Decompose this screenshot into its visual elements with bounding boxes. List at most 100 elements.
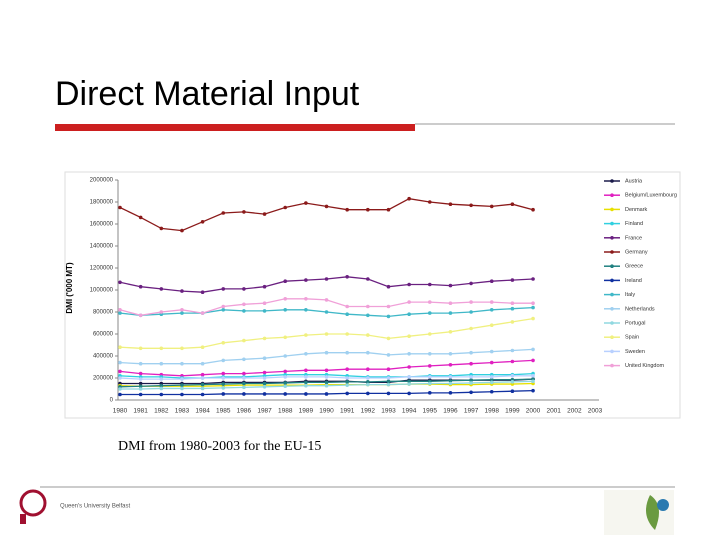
legend-marker — [610, 292, 614, 297]
data-point — [407, 382, 411, 386]
data-point — [469, 350, 473, 355]
data-point — [304, 383, 308, 388]
data-point — [200, 372, 205, 377]
data-point — [159, 383, 164, 388]
data-point — [448, 378, 453, 383]
data-point — [200, 345, 205, 350]
data-point — [283, 381, 288, 385]
data-point — [345, 275, 349, 279]
data-point — [510, 389, 515, 394]
data-point — [304, 392, 308, 396]
data-point — [283, 205, 288, 210]
y-tick-label: 1800000 — [90, 200, 114, 206]
legend-label: France — [625, 235, 642, 241]
data-point — [489, 349, 494, 354]
legend-marker — [610, 250, 614, 254]
legend-label: Portugal — [625, 320, 646, 326]
data-point — [200, 311, 205, 315]
data-point — [366, 367, 370, 372]
data-point — [345, 350, 349, 355]
legend-marker — [610, 349, 614, 354]
data-point — [427, 381, 432, 386]
data-point — [118, 311, 122, 315]
data-point — [531, 388, 535, 393]
data-point — [407, 196, 411, 201]
x-tick-label: 1987 — [257, 408, 272, 415]
data-point — [262, 376, 267, 380]
data-point — [407, 365, 411, 369]
data-point — [118, 376, 122, 380]
data-point — [200, 386, 205, 391]
data-point — [366, 391, 370, 396]
x-tick-label: 1997 — [464, 408, 479, 415]
y-tick-label: 400000 — [93, 354, 114, 360]
legend-marker — [610, 193, 614, 197]
data-point — [407, 300, 411, 304]
data-point — [531, 277, 535, 281]
data-point — [138, 371, 143, 376]
data-point — [242, 371, 246, 376]
legend-label: Spain — [625, 335, 639, 341]
data-point — [366, 350, 370, 355]
y-tick-label: 200000 — [93, 376, 114, 382]
data-point — [345, 332, 349, 336]
slide-title: Direct Material Input — [55, 75, 360, 113]
legend-marker — [610, 221, 614, 226]
data-point — [489, 375, 494, 379]
data-point — [200, 361, 205, 366]
x-tick-label: 1991 — [340, 408, 355, 415]
data-point — [159, 392, 164, 397]
data-point — [262, 356, 267, 361]
data-point — [304, 380, 308, 385]
data-point — [159, 361, 164, 366]
data-point — [324, 392, 329, 396]
data-point — [448, 301, 453, 306]
data-point — [407, 282, 411, 287]
data-point — [489, 279, 494, 284]
data-point — [531, 347, 535, 352]
y-tick-label: 600000 — [93, 332, 114, 338]
x-tick-label: 2002 — [567, 408, 582, 415]
data-point — [366, 313, 370, 318]
data-point — [242, 357, 246, 362]
data-point — [345, 367, 349, 372]
data-point — [242, 338, 246, 343]
data-point — [386, 379, 391, 384]
data-point — [386, 284, 391, 289]
data-point — [448, 363, 453, 367]
data-point — [510, 301, 515, 306]
data-point — [304, 368, 308, 373]
data-point — [324, 298, 329, 302]
data-point — [118, 360, 122, 365]
data-point — [242, 309, 246, 313]
x-tick-label: 1989 — [299, 408, 314, 415]
x-tick-label: 1982 — [154, 408, 169, 415]
data-point — [469, 300, 473, 304]
x-tick-label: 1995 — [423, 408, 438, 415]
data-point — [510, 359, 515, 364]
data-point — [180, 386, 184, 391]
x-tick-label: 2001 — [546, 408, 561, 415]
x-tick-label: 1998 — [485, 408, 500, 415]
data-point — [221, 376, 226, 380]
legend-label: Germany — [625, 249, 648, 255]
legend-marker — [610, 236, 614, 240]
y-tick-label: 0 — [110, 398, 114, 404]
data-point — [469, 203, 473, 208]
x-tick-label: 1984 — [195, 408, 210, 415]
data-point — [386, 382, 391, 387]
data-point — [386, 367, 391, 372]
y-tick-label: 1200000 — [90, 266, 114, 272]
data-point — [427, 375, 432, 379]
data-point — [366, 277, 370, 281]
data-point — [159, 377, 164, 381]
data-point — [427, 311, 432, 315]
data-point — [427, 200, 432, 204]
data-point — [407, 334, 411, 339]
data-point — [221, 304, 226, 309]
data-point — [283, 335, 288, 340]
data-point — [180, 228, 184, 233]
legend-label: Netherlands — [625, 306, 655, 312]
x-tick-label: 1980 — [113, 408, 128, 415]
